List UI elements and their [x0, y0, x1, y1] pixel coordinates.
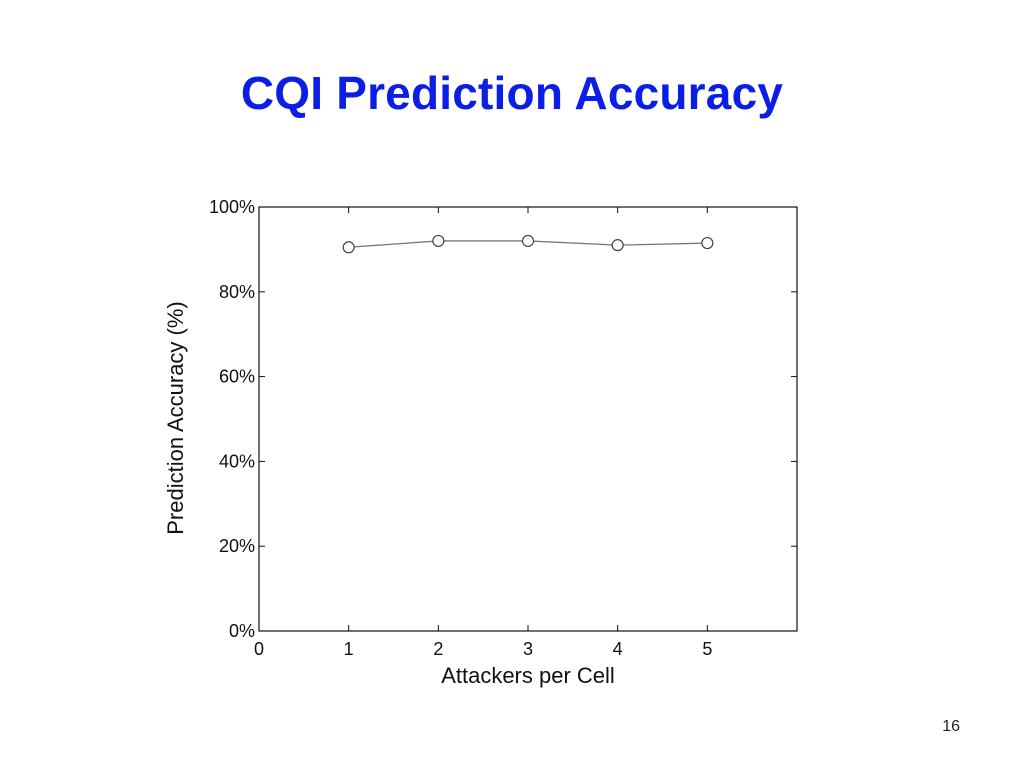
x-tick-label: 3 — [523, 639, 533, 659]
y-tick-label: 100% — [209, 197, 255, 217]
data-point-marker — [342, 241, 355, 254]
data-point-marker — [611, 239, 624, 252]
x-axis-title: Attackers per Cell — [441, 663, 615, 688]
plot-frame — [258, 206, 798, 632]
x-tick-label: 5 — [702, 639, 712, 659]
y-tick-label: 0% — [229, 621, 255, 641]
x-tick-label: 1 — [344, 639, 354, 659]
y-tick-label: 80% — [219, 282, 255, 302]
y-tick-label: 40% — [219, 451, 255, 471]
x-tick-label: 0 — [254, 639, 264, 659]
y-tick-label: 20% — [219, 536, 255, 556]
data-point-marker — [432, 234, 445, 248]
page-number: 16 — [942, 718, 960, 735]
slide-title: CQI Prediction Accuracy — [240, 67, 784, 119]
x-tick-label: 4 — [613, 639, 623, 659]
y-axis-title: Prediction Accuracy (%) — [163, 301, 188, 535]
data-point-marker — [701, 236, 714, 250]
x-tick-label: 2 — [433, 639, 443, 659]
y-tick-label: 60% — [219, 367, 255, 387]
data-point-marker — [521, 234, 535, 248]
